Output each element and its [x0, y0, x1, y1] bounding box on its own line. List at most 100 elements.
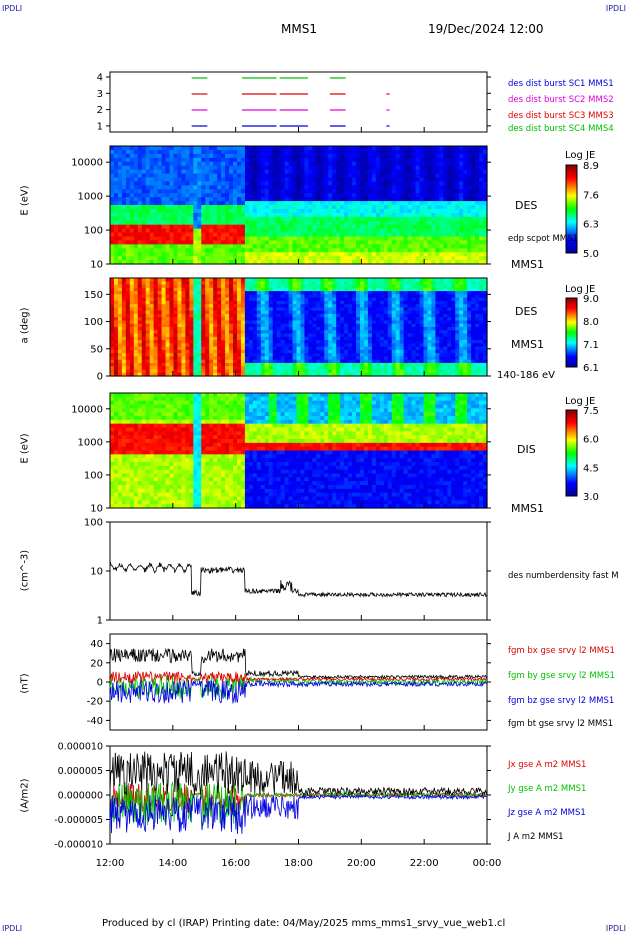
des-spectrogram-cell	[479, 181, 484, 186]
des-pitch-spectrogram-cell	[363, 310, 369, 315]
des-spectrogram-cell	[221, 224, 226, 230]
des-spectrogram-cell	[336, 248, 341, 253]
des-pitch-spectrogram-cell	[328, 297, 333, 302]
des-spectrogram-cell	[217, 208, 222, 214]
des-spectrogram-cell	[153, 252, 159, 257]
des-pitch-spectrogram-cell	[125, 323, 131, 328]
des-pitch-spectrogram-cell	[129, 294, 135, 299]
des-pitch-spectrogram-cell	[153, 349, 159, 354]
des-pitch-spectrogram-cell	[324, 359, 329, 364]
des-pitch-spectrogram-cell	[272, 346, 278, 351]
des-spectrogram-cell	[288, 232, 294, 238]
des-pitch-spectrogram-cell	[284, 320, 290, 325]
des-spectrogram-cell	[110, 185, 115, 190]
des-pitch-spectrogram-cell	[157, 278, 163, 282]
des-spectrogram-cell	[165, 220, 171, 226]
des-spectrogram-cell	[268, 146, 274, 151]
des-pitch-spectrogram-cell	[217, 369, 222, 374]
des-spectrogram-cell	[423, 232, 429, 238]
des-spectrogram-cell	[411, 236, 417, 241]
des-pitch-spectrogram-cell	[260, 287, 266, 292]
des-spectrogram-cell	[463, 232, 468, 238]
des-spectrogram-cell	[209, 181, 214, 186]
des-pitch-spectrogram-cell	[348, 336, 353, 341]
des-spectrogram-cell	[451, 197, 456, 202]
des-pitch-spectrogram-cell	[284, 327, 290, 331]
des-spectrogram-cell	[141, 169, 147, 175]
des-spectrogram-cell	[264, 252, 270, 257]
des-spectrogram-cell	[189, 220, 194, 226]
des-pitch-spectrogram-cell	[280, 317, 286, 322]
des-pitch-spectrogram-cell	[336, 336, 341, 341]
des-spectrogram-cell	[276, 256, 282, 261]
des-spectrogram-cell	[240, 173, 246, 179]
des-pitch-spectrogram-cell	[125, 294, 131, 299]
des-spectrogram-cell	[193, 205, 198, 210]
des-spectrogram-cell	[431, 208, 437, 214]
des-spectrogram-cell	[161, 240, 167, 245]
des-pitch-spectrogram-cell	[252, 281, 258, 286]
des-spectrogram-cell	[173, 220, 179, 226]
des-pitch-spectrogram-cell	[217, 294, 222, 299]
des-pitch-spectrogram-cell	[352, 323, 357, 328]
des-pitch-spectrogram-cell	[233, 313, 238, 318]
des-pitch-spectrogram-cell	[225, 336, 230, 341]
des-spectrogram-cell	[360, 252, 365, 257]
des-pitch-spectrogram-cell	[332, 340, 337, 344]
des-spectrogram-cell	[248, 185, 254, 190]
des-spectrogram-cell	[320, 153, 325, 159]
des-pitch-spectrogram-cell	[153, 317, 159, 322]
des-spectrogram-cell	[371, 161, 377, 167]
des-pitch-spectrogram-cell	[375, 362, 381, 367]
des-spectrogram-cell	[387, 153, 393, 159]
des-pitch-spectrogram-cell	[209, 281, 214, 286]
des-spectrogram-cell	[129, 169, 135, 175]
des-spectrogram-cell	[403, 216, 409, 222]
des-spectrogram-cell	[248, 197, 254, 202]
des-spectrogram-cell	[153, 165, 159, 171]
des-spectrogram-cell	[415, 146, 421, 151]
des-pitch-spectrogram-cell	[371, 356, 377, 361]
des-pitch-spectrogram-cell	[133, 294, 139, 299]
des-spectrogram-cell	[133, 208, 139, 214]
des-spectrogram-cell	[217, 185, 222, 190]
des-spectrogram-cell	[455, 165, 460, 171]
des-spectrogram-cell	[399, 240, 405, 245]
des-spectrogram-cell	[268, 252, 274, 257]
des-pitch-spectrogram-cell	[205, 333, 210, 338]
des-spectrogram-cell	[173, 189, 179, 194]
des-pitch-spectrogram-cell	[201, 307, 206, 312]
des-pitch-spectrogram-cell	[320, 320, 325, 325]
des-spectrogram-cell	[304, 161, 310, 167]
des-pitch-spectrogram-cell	[367, 362, 373, 367]
des-spectrogram-cell	[459, 193, 464, 198]
des-spectrogram-cell	[459, 248, 464, 253]
des-pitch-spectrogram-cell	[117, 300, 123, 305]
des-spectrogram-cell	[145, 153, 151, 159]
des-spectrogram-cell	[407, 149, 413, 155]
des-pitch-spectrogram-cell	[332, 349, 337, 354]
des-spectrogram-cell	[371, 220, 377, 226]
des-pitch-spectrogram-cell	[260, 313, 266, 318]
des-pitch-spectrogram-cell	[149, 359, 155, 364]
des-spectrogram-cell	[300, 208, 306, 214]
des-spectrogram-cell	[248, 236, 254, 241]
des-pitch-spectrogram-cell	[292, 356, 298, 361]
des-spectrogram-cell	[320, 146, 325, 151]
des-pitch-spectrogram-cell	[209, 369, 214, 374]
des-pitch-spectrogram-cell	[205, 330, 210, 335]
des-spectrogram-cell	[221, 252, 226, 257]
des-pitch-spectrogram-cell	[360, 281, 365, 286]
des-pitch-spectrogram-cell	[201, 287, 206, 292]
des-pitch-spectrogram-cell	[240, 304, 246, 308]
des-spectrogram-cell	[260, 177, 266, 182]
des-spectrogram-cell	[419, 169, 425, 175]
des-pitch-spectrogram-cell	[213, 340, 218, 344]
des-pitch-spectrogram-cell	[252, 369, 258, 374]
des-spectrogram-cell	[229, 232, 234, 238]
des-pitch-spectrogram-cell	[379, 278, 385, 282]
des-pitch-spectrogram-cell	[165, 359, 171, 364]
des-spectrogram-cell	[264, 212, 270, 218]
des-spectrogram-cell	[236, 197, 242, 202]
des-pitch-spectrogram-cell	[268, 349, 274, 354]
